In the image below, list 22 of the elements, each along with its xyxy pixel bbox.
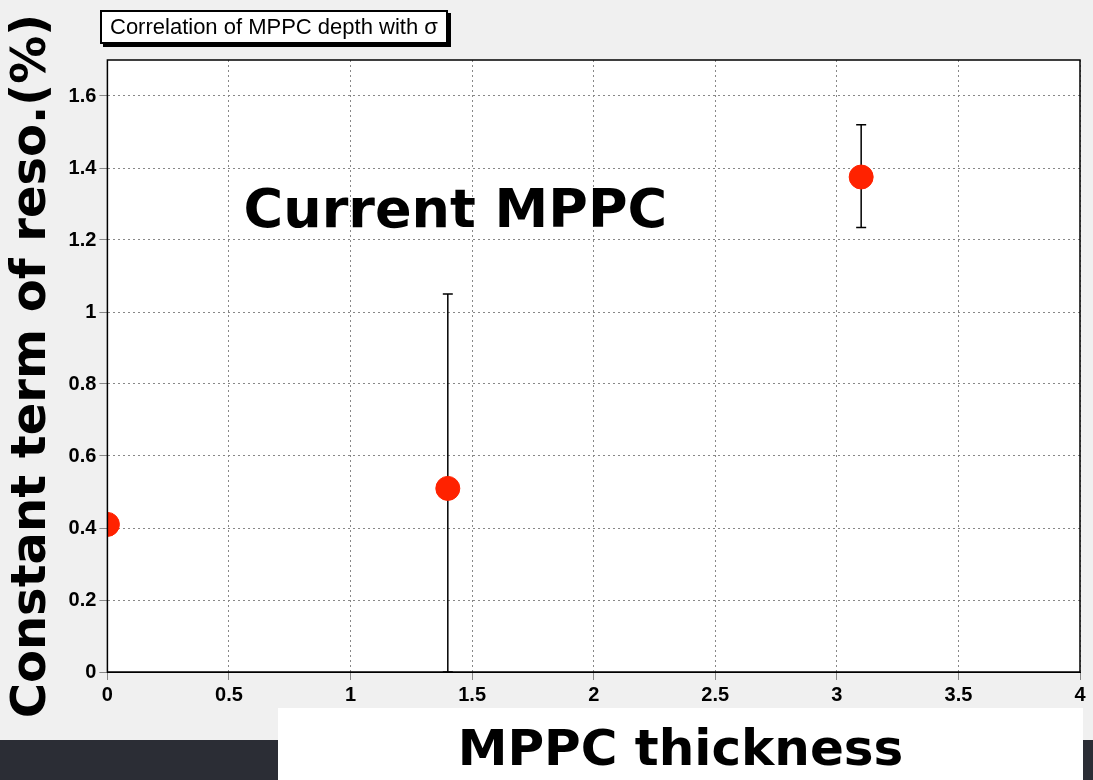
x-tick-label: 0.5 [215,682,243,705]
x-tick-label: 1.5 [458,682,487,705]
y-tick-label: 0.8 [68,371,97,394]
y-tick-label: 1.6 [68,83,97,106]
y-axis-title: Constant term of reso.(%) [0,13,57,719]
y-tick-label: 0.6 [68,443,97,466]
annotation: Current MPPC [243,177,668,241]
x-tick-label: 1 [344,682,357,705]
y-tick-label: 1.2 [68,227,97,250]
x-tick-label: 2 [588,682,600,705]
x-tick-label: 3.5 [944,682,973,705]
x-tick-label: 3 [831,682,843,705]
y-tick-label: 0.4 [68,515,98,538]
y-tick-label: 1.4 [68,155,98,178]
x-tick-label: 0 [101,682,113,705]
x-tick-label: 2.5 [701,682,730,705]
y-tick-label: 1 [85,299,97,322]
y-tick-label: 0 [85,659,97,682]
y-tick-label: 0.2 [68,587,97,610]
x-axis-title: MPPC thickness [278,708,1083,780]
chart-title: Correlation of MPPC depth with σ [100,10,448,44]
x-tick-label: 4 [1074,682,1087,705]
